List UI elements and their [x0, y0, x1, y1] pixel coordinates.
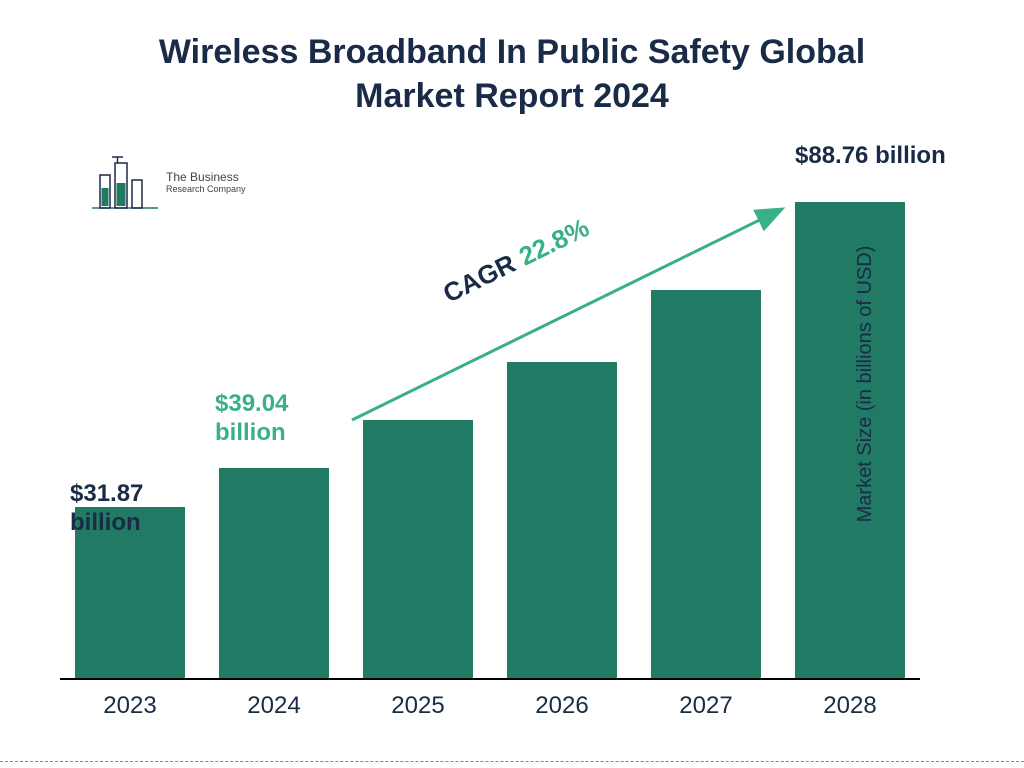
bar-2026: [507, 362, 617, 678]
chart-title: Wireless Broadband In Public Safety Glob…: [100, 30, 924, 118]
bottom-divider: [0, 761, 1024, 762]
xlabel-2026: 2026: [502, 692, 622, 720]
xlabel-2028: 2028: [790, 692, 910, 720]
bar-2027: [651, 290, 761, 678]
bar-col-2026: [502, 362, 622, 678]
bar-2024: [219, 468, 329, 678]
bar-2028: [795, 202, 905, 679]
value-label-0: $31.87billion: [70, 480, 143, 538]
chart-area: 2023 2024 2025 2026 2027 2028: [60, 160, 920, 720]
bars-container: [60, 170, 920, 680]
bar-col-2027: [646, 290, 766, 678]
x-axis-labels: 2023 2024 2025 2026 2027 2028: [60, 686, 920, 720]
y-axis-label: Market Size (in billions of USD): [854, 246, 877, 523]
value-label-2: $88.76 billion: [795, 142, 946, 171]
xlabel-2025: 2025: [358, 692, 478, 720]
bar-col-2024: [214, 468, 334, 678]
xlabel-2024: 2024: [214, 692, 334, 720]
xlabel-2023: 2023: [70, 692, 190, 720]
value-label-1: $39.04billion: [215, 390, 288, 448]
bar-2025: [363, 420, 473, 678]
bar-col-2025: [358, 420, 478, 678]
bar-col-2028: [790, 202, 910, 679]
xlabel-2027: 2027: [646, 692, 766, 720]
